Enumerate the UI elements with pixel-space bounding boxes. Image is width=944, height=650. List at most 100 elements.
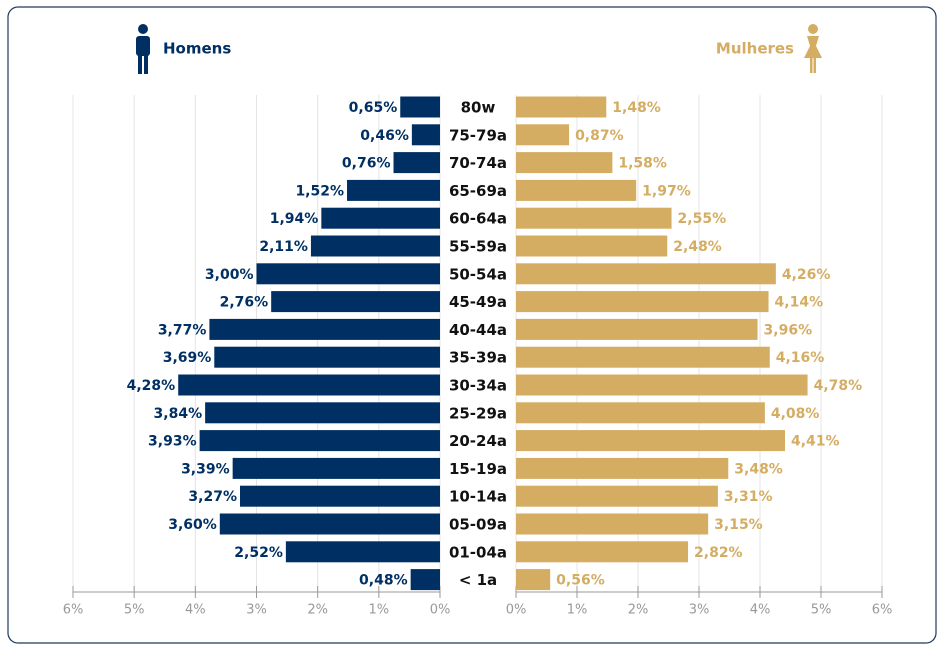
value-label: 2,52% [234, 545, 283, 561]
bar [516, 263, 776, 285]
category-label: 25-29a [449, 404, 507, 422]
value-label: 1,52% [295, 183, 344, 199]
x-tick-label: 6% [872, 603, 893, 618]
value-label: 2,55% [678, 211, 727, 227]
bar [411, 124, 440, 146]
x-tick-label: 0% [430, 603, 451, 618]
value-label: 3,00% [205, 267, 254, 283]
bar [516, 235, 668, 257]
x-tick-label: 3% [689, 603, 710, 618]
value-label: 0,48% [359, 573, 408, 589]
value-label: 1,58% [618, 156, 667, 172]
x-tick-label: 5% [811, 603, 832, 618]
bar [516, 430, 786, 452]
woman-icon [804, 24, 822, 73]
bar [516, 318, 758, 340]
category-label: 80w [461, 99, 496, 117]
bar [347, 179, 440, 201]
x-tick-label: 4% [185, 603, 206, 618]
bar [219, 513, 440, 535]
bar [178, 374, 440, 396]
value-label: 0,56% [556, 573, 605, 589]
x-tick-label: 1% [567, 603, 588, 618]
category-label: 35-39a [449, 349, 507, 367]
bar [410, 569, 440, 591]
value-label: 1,48% [612, 100, 661, 116]
category-label: 55-59a [449, 238, 507, 256]
bar [516, 152, 613, 174]
value-label: 1,97% [642, 183, 691, 199]
value-label: 0,87% [575, 128, 624, 144]
value-label: 1,94% [270, 211, 319, 227]
x-tick-label: 4% [750, 603, 771, 618]
bar [516, 402, 765, 424]
x-tick-label: 2% [307, 603, 328, 618]
bar [321, 207, 440, 229]
category-label: 05-09a [449, 516, 507, 534]
value-label: 3,39% [181, 461, 230, 477]
value-label: 3,77% [158, 322, 207, 338]
value-label: 3,15% [714, 517, 763, 533]
category-label: 30-34a [449, 377, 507, 395]
value-label: 2,76% [220, 295, 269, 311]
value-label: 2,11% [259, 239, 308, 255]
legend-label: Mulheres [716, 40, 794, 58]
card [7, 6, 937, 644]
value-label: 3,60% [168, 517, 217, 533]
value-label: 4,14% [775, 295, 824, 311]
x-tick-label: 1% [369, 603, 390, 618]
bar [516, 124, 570, 146]
legend-label: Homens [163, 40, 231, 58]
bar [516, 374, 808, 396]
value-label: 3,48% [734, 461, 783, 477]
x-tick-label: 5% [124, 603, 145, 618]
bar [310, 235, 440, 257]
bar [516, 569, 551, 591]
bar [209, 318, 440, 340]
value-label: 2,82% [694, 545, 743, 561]
category-label: 15-19a [449, 460, 507, 478]
bar [516, 513, 709, 535]
category-label: 50-54a [449, 265, 507, 283]
value-label: 0,65% [349, 100, 398, 116]
value-label: 4,26% [782, 267, 831, 283]
bar [232, 457, 440, 479]
bar [516, 346, 770, 368]
value-label: 4,16% [776, 350, 825, 366]
x-tick-label: 2% [628, 603, 649, 618]
x-tick-label: 3% [246, 603, 267, 618]
category-label: 65-69a [449, 182, 507, 200]
bar [199, 430, 440, 452]
value-label: 3,96% [764, 322, 813, 338]
bar [393, 152, 440, 174]
category-label: 40-44a [449, 321, 507, 339]
x-tick-label: 6% [63, 603, 84, 618]
bar [239, 485, 440, 507]
bar [256, 263, 440, 285]
category-label: 45-49a [449, 293, 507, 311]
value-label: 4,78% [814, 378, 863, 394]
category-label: 01-04a [449, 543, 507, 561]
category-label: 75-79a [449, 126, 507, 144]
value-label: 3,69% [163, 350, 212, 366]
man-icon [136, 24, 150, 74]
value-label: 4,08% [771, 406, 820, 422]
bar [205, 402, 440, 424]
bar [271, 291, 440, 313]
category-label: 10-14a [449, 488, 507, 506]
value-label: 4,41% [791, 434, 840, 450]
bar [516, 291, 769, 313]
bar [516, 457, 729, 479]
bar [516, 96, 607, 118]
category-label: 20-24a [449, 432, 507, 450]
bar [516, 485, 718, 507]
category-label: 70-74a [449, 154, 507, 172]
value-label: 3,31% [724, 489, 773, 505]
value-label: 3,84% [154, 406, 203, 422]
category-label: < 1a [459, 571, 497, 589]
value-label: 2,48% [673, 239, 722, 255]
value-label: 3,27% [188, 489, 237, 505]
value-label: 3,93% [148, 434, 197, 450]
value-label: 0,46% [360, 128, 409, 144]
